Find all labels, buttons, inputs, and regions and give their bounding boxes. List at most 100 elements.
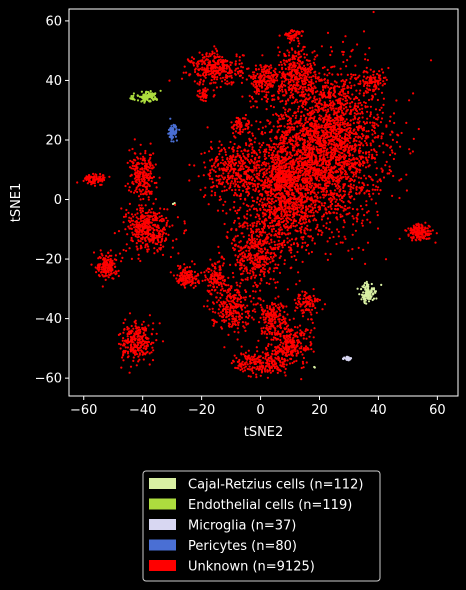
data-point <box>376 214 379 217</box>
data-point <box>232 150 235 153</box>
data-point <box>337 132 340 136</box>
data-point <box>202 61 205 64</box>
data-point <box>341 40 345 44</box>
data-point <box>302 86 305 89</box>
data-point <box>296 175 299 178</box>
data-point <box>318 152 321 155</box>
data-point <box>294 78 297 81</box>
data-point <box>318 93 321 96</box>
data-point <box>278 271 282 274</box>
data-point <box>317 229 320 232</box>
data-point <box>362 94 365 97</box>
data-point <box>335 179 338 182</box>
data-point <box>282 59 285 62</box>
data-point <box>240 257 243 261</box>
data-point <box>275 224 278 227</box>
data-point <box>297 50 300 53</box>
data-point <box>309 62 312 65</box>
data-point <box>388 120 391 123</box>
data-point <box>322 165 325 169</box>
data-point <box>311 106 314 109</box>
data-point <box>299 85 302 88</box>
data-point <box>299 100 302 103</box>
data-point <box>255 120 258 123</box>
data-point <box>218 140 221 143</box>
data-point <box>272 219 275 222</box>
data-point <box>274 286 277 289</box>
data-point <box>346 59 349 62</box>
data-point <box>238 74 241 78</box>
data-point <box>335 114 339 117</box>
data-point <box>315 102 319 105</box>
data-point <box>269 71 272 74</box>
data-point <box>298 138 301 141</box>
data-point <box>292 220 295 223</box>
data-point <box>342 53 345 56</box>
data-point <box>376 210 379 213</box>
data-point <box>335 118 338 121</box>
data-point <box>350 147 353 150</box>
data-point <box>355 167 359 171</box>
data-point <box>349 105 352 108</box>
data-point <box>213 45 216 48</box>
data-point <box>337 110 341 113</box>
data-point <box>309 182 312 185</box>
data-point <box>297 143 300 147</box>
data-point <box>382 71 385 74</box>
data-point <box>277 92 280 95</box>
data-point <box>211 168 214 171</box>
data-point <box>232 246 235 250</box>
data-point <box>352 156 355 160</box>
data-point <box>344 154 348 158</box>
data-point <box>282 75 285 78</box>
data-point <box>257 92 260 96</box>
data-point <box>273 205 276 208</box>
data-point <box>293 83 296 86</box>
data-point <box>338 190 341 193</box>
data-point <box>316 104 319 107</box>
data-point <box>242 259 246 262</box>
data-point <box>352 184 355 187</box>
data-point <box>360 125 363 128</box>
data-point <box>345 130 348 133</box>
data-point <box>214 166 217 169</box>
data-point <box>293 101 296 104</box>
data-point <box>241 66 245 69</box>
data-point <box>305 148 308 152</box>
data-point <box>339 121 342 124</box>
data-point <box>191 56 194 59</box>
data-point <box>221 159 224 162</box>
data-point <box>325 168 328 171</box>
data-point <box>271 230 274 233</box>
data-point <box>263 184 266 187</box>
data-point <box>376 188 379 191</box>
data-point <box>205 53 208 56</box>
data-point <box>364 177 368 180</box>
data-point <box>225 74 228 77</box>
data-point <box>314 158 317 161</box>
data-point <box>337 202 340 205</box>
data-point <box>326 217 329 220</box>
data-point <box>325 126 328 129</box>
data-point <box>251 185 254 188</box>
data-point <box>238 56 241 59</box>
data-point <box>366 218 369 221</box>
data-point <box>296 84 299 87</box>
data-point <box>286 72 289 75</box>
data-point <box>231 167 234 170</box>
data-point <box>262 150 265 153</box>
data-point <box>295 166 298 169</box>
data-point <box>316 225 319 229</box>
data-point <box>281 217 284 220</box>
data-point <box>301 241 304 245</box>
data-point <box>242 184 245 187</box>
data-point <box>215 184 218 187</box>
data-point <box>318 164 321 167</box>
data-point <box>231 71 234 74</box>
data-point <box>275 192 279 195</box>
data-point <box>305 78 308 81</box>
data-point <box>281 80 284 83</box>
data-point <box>261 54 264 57</box>
data-point <box>300 110 303 113</box>
data-point <box>267 177 270 180</box>
